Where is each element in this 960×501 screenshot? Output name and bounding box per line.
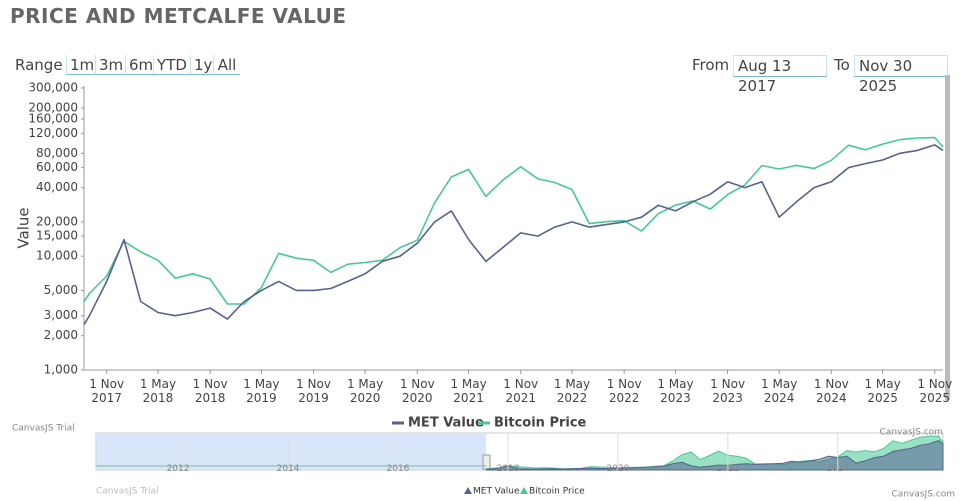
y-tick-label: 60,000 <box>36 160 78 174</box>
credit: CanvasJS Trial <box>12 424 75 434</box>
navigator-tick-label: 2018 <box>496 464 520 474</box>
x-tick-label: 1 May 2023 <box>657 377 694 405</box>
y-tick-label: 200,000 <box>28 101 78 115</box>
navigator-tick-label: 2014 <box>276 464 300 474</box>
y-tick-label: 20,000 <box>36 214 78 228</box>
from-label: From <box>692 56 730 74</box>
y-tick-label: 2,000 <box>44 328 78 342</box>
range-label: Range <box>15 56 63 74</box>
x-tick-label: 1 Nov 2022 <box>606 377 642 405</box>
x-tick-label: 1 Nov 2020 <box>399 377 435 405</box>
y-tick-label: 1,000 <box>44 363 78 377</box>
y-tick-label: 10,000 <box>36 249 78 263</box>
y-tick-label: 3,000 <box>44 308 78 322</box>
legend-label: MET Value <box>408 416 484 431</box>
y-tick-label: 15,000 <box>36 229 78 243</box>
navigator-legend-label: MET Value <box>473 487 520 497</box>
credit-link[interactable]: CanvasJS.com <box>880 428 943 438</box>
navigator-tick-label: 2020 <box>606 464 630 474</box>
navigator-tick-label: 2024 <box>826 464 850 474</box>
y-axis-title: Value <box>15 207 33 248</box>
scrollbar <box>945 75 950 400</box>
y-tick-label: 120,000 <box>28 126 78 140</box>
credit-link[interactable]: CanvasJS.com <box>892 490 955 500</box>
x-tick-label: 1 Nov 2019 <box>296 377 331 405</box>
series-line <box>83 136 944 305</box>
x-tick-label: 1 May 2021 <box>450 377 487 405</box>
y-tick-label: 5,000 <box>44 283 78 297</box>
range-button[interactable]: 6m <box>125 55 153 75</box>
range-button[interactable]: 1m <box>66 55 95 75</box>
navigator-legend-label: Bitcoin Price <box>529 487 585 497</box>
x-tick-label: 1 Nov 2017 <box>89 377 125 405</box>
x-tick-label: 1 Nov 2023 <box>710 377 746 405</box>
series-line <box>83 144 944 326</box>
y-tick-label: 160,000 <box>28 112 78 126</box>
x-tick-label: 1 May 2025 <box>864 377 901 405</box>
x-tick-label: 1 May 2022 <box>553 377 591 405</box>
x-tick-label: 1 Nov 2021 <box>503 377 539 405</box>
x-tick-label: 1 Nov 2018 <box>192 377 228 405</box>
x-tick-label: 1 May 2020 <box>346 377 384 405</box>
x-tick-label: 1 May 2024 <box>761 377 798 405</box>
legend-label: Bitcoin Price <box>494 416 587 431</box>
navigator-legend-swatch <box>520 487 528 494</box>
x-tick-label: 1 Nov 2025 <box>917 377 953 405</box>
range-button[interactable]: 1y <box>190 55 213 75</box>
to-input[interactable]: Nov 30 2025 <box>854 55 948 95</box>
x-tick-label: 1 Nov 2024 <box>813 377 849 405</box>
title: PRICE AND METCALFE VALUE <box>10 4 347 28</box>
to-label: To <box>834 56 850 74</box>
navigator-tick-label: 2022 <box>716 464 740 474</box>
range-button[interactable]: 3m <box>95 55 125 75</box>
y-tick-label: 80,000 <box>36 146 78 160</box>
x-tick-label: 1 May 2019 <box>243 377 280 405</box>
navigator-shade <box>96 433 486 470</box>
range-button[interactable]: YTD <box>153 55 190 75</box>
navigator-legend-swatch <box>464 487 472 494</box>
credit: CanvasJS Trial <box>96 487 159 497</box>
navigator-tick-label: 2012 <box>166 464 190 474</box>
x-tick-label: 1 May 2018 <box>139 377 177 405</box>
range-button[interactable]: All <box>213 55 240 75</box>
from-input[interactable]: Aug 13 2017 <box>733 55 827 95</box>
navigator-tick-label: 2016 <box>386 464 410 474</box>
y-tick-label: 40,000 <box>36 180 78 194</box>
y-tick-label: 300,000 <box>28 81 78 95</box>
